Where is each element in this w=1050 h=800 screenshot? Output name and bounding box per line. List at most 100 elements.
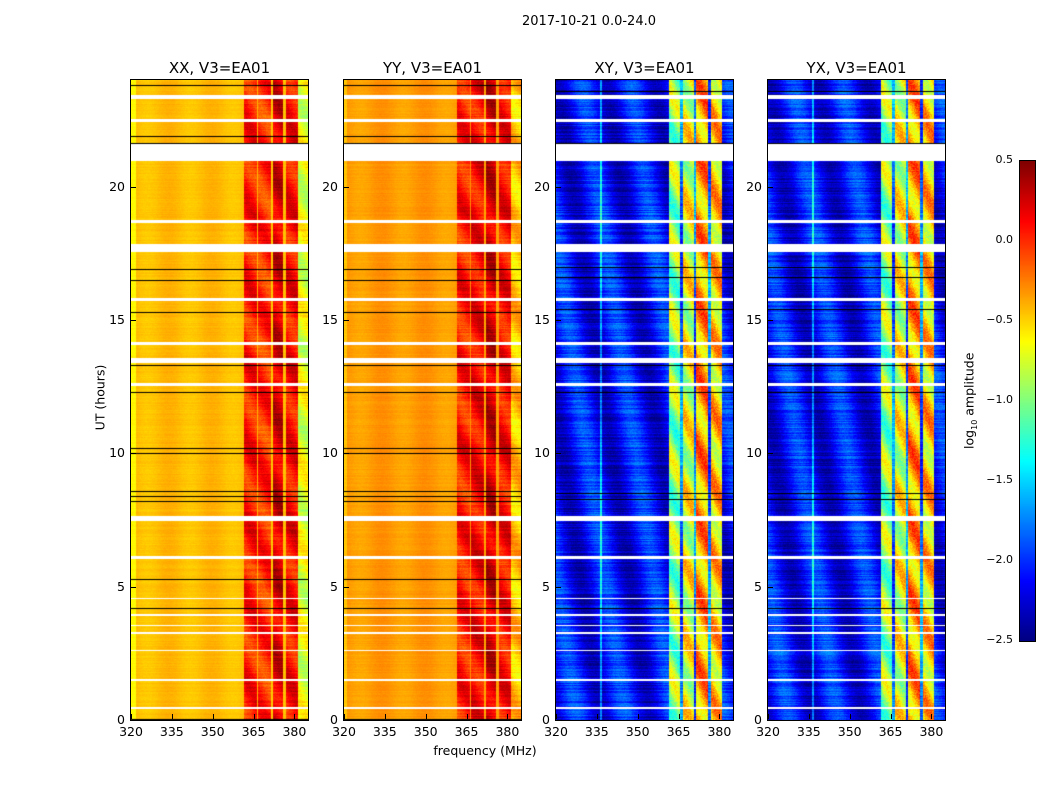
colorbar-tick-label: 0.0 bbox=[995, 233, 1014, 246]
y-tick-label: 15 bbox=[534, 312, 550, 327]
y-tick-mark bbox=[131, 720, 136, 721]
x-tick-label: 320 bbox=[756, 724, 780, 739]
x-tick-label: 335 bbox=[372, 724, 397, 739]
x-tick-label: 320 bbox=[544, 724, 568, 739]
x-tick-label: 365 bbox=[241, 724, 266, 739]
y-tick-mark bbox=[344, 186, 349, 188]
panel-title: XX, V3=EA01 bbox=[168, 59, 271, 77]
y-tick-mark bbox=[556, 586, 561, 588]
x-tick-mark bbox=[294, 714, 296, 719]
y-tick-mark bbox=[768, 453, 773, 455]
x-tick-label: 380 bbox=[919, 724, 944, 739]
y-tick-mark bbox=[768, 320, 773, 321]
y-tick-label: 20 bbox=[109, 178, 125, 194]
y-tick-label: 20 bbox=[746, 178, 762, 194]
x-tick-mark bbox=[556, 714, 557, 719]
x-axis-label: frequency (MHz) bbox=[433, 743, 537, 758]
x-tick-mark bbox=[253, 714, 255, 719]
y-tick-mark bbox=[131, 320, 136, 321]
x-tick-mark bbox=[131, 714, 132, 719]
x-tick-label: 335 bbox=[159, 724, 184, 739]
x-tick-label: 380 bbox=[707, 724, 732, 739]
x-tick-mark bbox=[808, 714, 810, 719]
y-tick-mark bbox=[344, 586, 349, 588]
x-tick-mark bbox=[678, 714, 680, 719]
x-tick-label: 365 bbox=[878, 724, 903, 739]
colorbar-tick-label: −1.0 bbox=[986, 393, 1013, 406]
x-tick-mark bbox=[466, 714, 468, 719]
y-axis-label: UT (hours) bbox=[92, 364, 108, 431]
y-tick-mark bbox=[131, 586, 136, 588]
x-tick-label: 380 bbox=[495, 724, 520, 739]
y-tick-label: 20 bbox=[322, 178, 338, 194]
x-tick-mark bbox=[849, 714, 851, 719]
y-tick-label: 10 bbox=[534, 445, 550, 461]
y-tick-label: 10 bbox=[109, 445, 125, 461]
y-tick-label: 15 bbox=[322, 312, 338, 327]
y-tick-mark bbox=[556, 320, 561, 321]
y-tick-mark bbox=[131, 453, 136, 455]
panel-title: XY, V3=EA01 bbox=[594, 59, 695, 77]
x-tick-mark bbox=[768, 714, 769, 719]
x-tick-mark bbox=[719, 714, 721, 719]
y-tick-label: 10 bbox=[746, 445, 762, 461]
heatmap-image bbox=[556, 80, 733, 720]
x-tick-mark bbox=[507, 714, 509, 719]
y-tick-label: 15 bbox=[746, 312, 762, 327]
y-tick-mark bbox=[344, 720, 349, 721]
colorbar-tick-label: 0.5 bbox=[995, 153, 1014, 166]
heatmap-image bbox=[344, 80, 521, 720]
colorbar-tick-label: −0.5 bbox=[986, 313, 1013, 326]
y-tick-mark bbox=[768, 186, 773, 188]
y-tick-label: 15 bbox=[109, 312, 125, 327]
x-tick-label: 350 bbox=[413, 724, 438, 739]
heatmap-image bbox=[131, 80, 308, 720]
heatmap-image bbox=[768, 80, 945, 720]
y-tick-label: 0 bbox=[542, 712, 550, 727]
x-tick-label: 320 bbox=[119, 724, 143, 739]
y-tick-label: 0 bbox=[117, 712, 125, 727]
x-tick-label: 320 bbox=[332, 724, 356, 739]
x-tick-label: 350 bbox=[200, 724, 225, 739]
colorbar-tick-label: −2.0 bbox=[986, 553, 1013, 566]
x-tick-label: 335 bbox=[584, 724, 609, 739]
y-tick-mark bbox=[768, 720, 773, 721]
colorbar-tick-label: −1.5 bbox=[986, 473, 1013, 486]
x-tick-mark bbox=[637, 714, 639, 719]
y-tick-label: 20 bbox=[534, 178, 550, 194]
colorbar-label: log10 amplitude bbox=[961, 352, 979, 449]
panel-title: YX, V3=EA01 bbox=[806, 59, 907, 77]
x-tick-mark bbox=[212, 714, 214, 719]
y-tick-mark bbox=[344, 320, 349, 321]
x-tick-mark bbox=[931, 714, 933, 719]
x-tick-label: 380 bbox=[282, 724, 307, 739]
y-tick-mark bbox=[556, 720, 561, 721]
x-tick-mark bbox=[890, 714, 892, 719]
x-tick-label: 365 bbox=[666, 724, 691, 739]
figure-title: 2017-10-21 0.0-24.0 bbox=[522, 14, 656, 29]
colorbar-tick-label: −2.5 bbox=[986, 633, 1013, 646]
y-tick-mark bbox=[131, 186, 136, 188]
y-tick-label: 5 bbox=[542, 578, 550, 594]
y-tick-mark bbox=[768, 586, 773, 588]
x-tick-mark bbox=[425, 714, 427, 719]
y-tick-label: 5 bbox=[117, 578, 125, 594]
x-tick-mark bbox=[171, 714, 173, 719]
x-tick-label: 350 bbox=[625, 724, 650, 739]
y-tick-label: 0 bbox=[754, 712, 762, 727]
heatmap-panel-xx: 320 335 350 365 380 0 5 10 15 20 bbox=[109, 79, 309, 739]
y-tick-label: 5 bbox=[330, 578, 338, 594]
y-tick-label: 10 bbox=[322, 445, 338, 461]
y-tick-label: 0 bbox=[330, 712, 338, 727]
y-tick-mark bbox=[344, 453, 349, 455]
x-tick-label: 350 bbox=[837, 724, 862, 739]
x-tick-label: 335 bbox=[796, 724, 821, 739]
x-tick-mark bbox=[384, 714, 386, 719]
x-tick-mark bbox=[596, 714, 598, 719]
x-tick-label: 365 bbox=[454, 724, 479, 739]
y-tick-mark bbox=[556, 453, 561, 455]
heatmap-panel-xy: 320 335 350 365 380 0 5 10 15 20 bbox=[534, 79, 734, 739]
y-tick-label: 5 bbox=[754, 578, 762, 594]
y-tick-mark bbox=[556, 186, 561, 188]
